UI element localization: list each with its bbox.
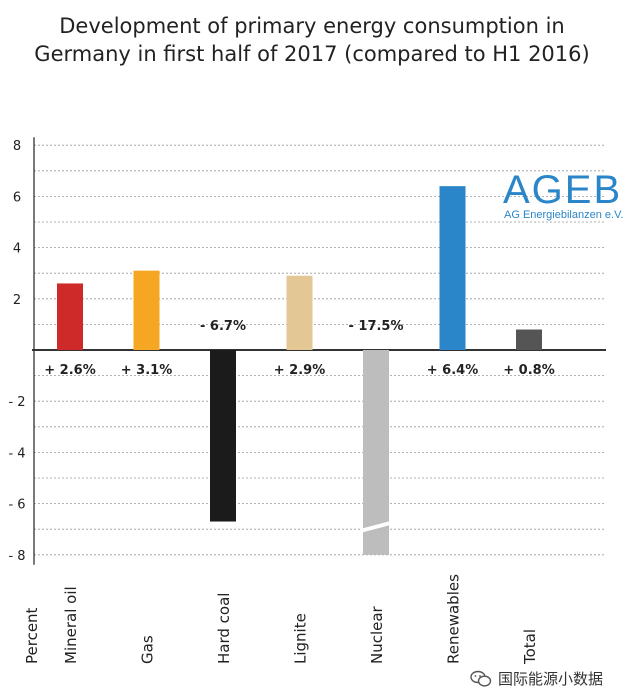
x-category-label: Renewables xyxy=(445,574,463,664)
data-label: + 2.6% xyxy=(44,363,95,378)
x-category-label: Mineral oil xyxy=(62,586,80,664)
bar-mineral-oil xyxy=(57,283,83,350)
y-axis-label: Percent xyxy=(23,607,41,664)
data-labels: + 2.6% + 3.1% - 6.7% + 2.9% - 17.5% + 6.4% + 0… xyxy=(44,319,554,378)
y-tick-label: - 6 xyxy=(8,498,25,513)
data-label: + 0.8% xyxy=(503,363,554,378)
chart-title-line-1: Development of primary energy consumptio… xyxy=(59,14,565,38)
data-label: + 6.4% xyxy=(427,363,478,378)
ageb-logo: AGEB xyxy=(503,168,623,212)
x-category-label: Lignite xyxy=(292,613,310,664)
data-label: + 2.9% xyxy=(274,363,325,378)
data-label: + 3.1% xyxy=(121,363,172,378)
bar-total xyxy=(516,329,542,350)
watermark: 国际能源小数据 xyxy=(470,668,603,689)
bar-hard-coal xyxy=(210,350,236,522)
y-tick-labels: 8 6 4 2 - 2 - 4 - 6 - 8 xyxy=(8,139,25,564)
y-tick-label: 4 xyxy=(13,242,21,257)
x-category-label: Total xyxy=(521,629,539,665)
bar-nuclear xyxy=(363,350,389,555)
bar-gas xyxy=(133,270,160,350)
y-tick-label: 2 xyxy=(13,293,21,308)
y-tick-label: - 8 xyxy=(8,549,25,564)
y-tick-label: - 2 xyxy=(8,395,25,410)
x-category-labels: Mineral oil Gas Hard coal Lignite Nuclear Ren… xyxy=(23,574,539,665)
watermark-text: 国际能源小数据 xyxy=(498,670,604,688)
axes xyxy=(32,137,606,565)
grid-lines xyxy=(34,144,606,556)
y-tick-label: 6 xyxy=(13,190,21,205)
bar-renewables xyxy=(439,186,466,350)
x-category-label: Gas xyxy=(139,635,157,664)
axis-break-mark xyxy=(361,520,391,533)
chart-title-line-2: Germany in first half of 2017 (compared … xyxy=(34,42,590,66)
data-label: - 6.7% xyxy=(200,319,246,334)
y-tick-label: 8 xyxy=(13,139,21,154)
bars xyxy=(57,186,542,555)
bar-lignite xyxy=(286,275,313,350)
data-label: - 17.5% xyxy=(348,319,403,334)
y-tick-label: - 4 xyxy=(8,446,25,461)
x-category-label: Nuclear xyxy=(368,605,386,664)
ageb-logo-subtitle: AG Energiebilanzen e.V. xyxy=(504,209,624,221)
x-category-label: Hard coal xyxy=(215,593,233,664)
wechat-icon xyxy=(470,670,492,687)
